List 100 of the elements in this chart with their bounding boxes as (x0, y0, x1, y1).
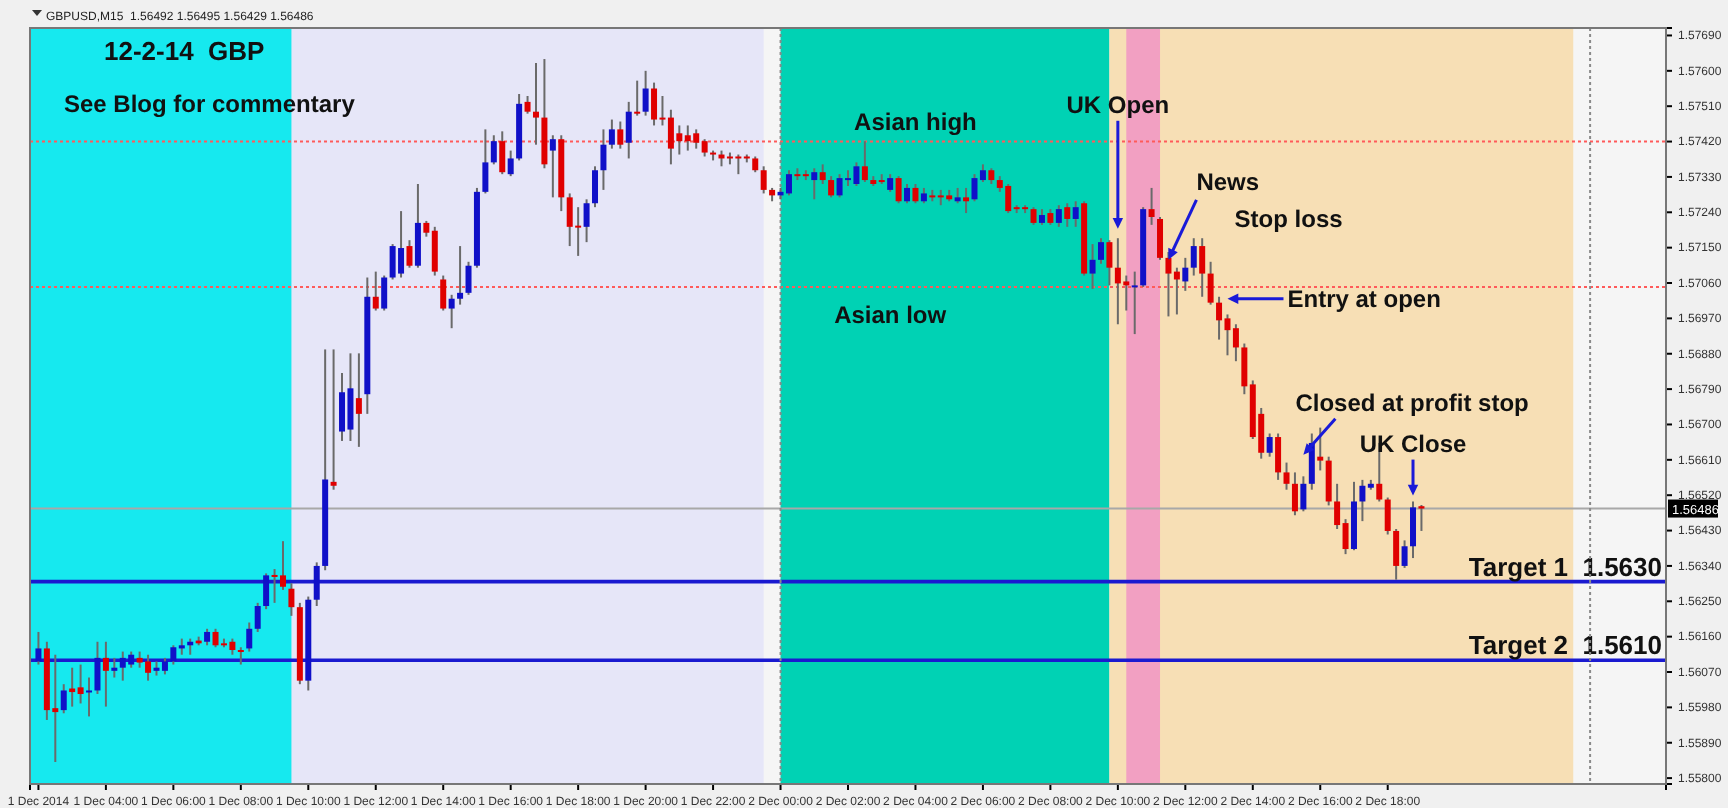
candlestick (1216, 295, 1223, 341)
candlestick (237, 646, 244, 666)
candlestick (1182, 256, 1189, 292)
candlestick (1275, 432, 1282, 481)
candlestick (490, 134, 497, 166)
candlestick (1157, 216, 1164, 261)
annotation: Asian low (834, 300, 948, 329)
candlestick (819, 163, 826, 185)
candlestick (355, 352, 362, 448)
candlestick (693, 128, 700, 150)
candlestick (1106, 239, 1113, 287)
candlestick (1384, 496, 1391, 536)
candlestick (1005, 182, 1012, 215)
candlestick (212, 627, 219, 649)
candlestick (676, 124, 683, 156)
candlestick (389, 243, 396, 281)
candlestick (667, 108, 674, 166)
candlestick (532, 61, 539, 146)
candlestick (583, 198, 590, 244)
candlestick (1350, 480, 1357, 552)
candlestick (246, 621, 253, 653)
candlestick (1131, 270, 1138, 336)
candlestick (642, 69, 649, 117)
ref-line-label: Target 1 1.5630 (1468, 551, 1662, 582)
candlestick (499, 130, 506, 176)
candlestick (372, 270, 379, 312)
candlestick (836, 173, 843, 199)
candlestick (828, 175, 835, 199)
candlestick (507, 149, 514, 178)
candlestick (1317, 426, 1324, 472)
candlestick (541, 58, 548, 170)
candlestick (600, 128, 607, 191)
candlestick (279, 540, 286, 591)
candlestick (1055, 204, 1062, 228)
candlestick (86, 676, 93, 718)
annotation: News (1196, 167, 1260, 196)
candlestick (1283, 461, 1290, 491)
candlestick (1410, 500, 1417, 560)
candlestick (785, 169, 792, 197)
candlestick (1401, 539, 1408, 569)
candlestick (735, 153, 742, 176)
candlestick (288, 582, 295, 617)
candlestick (339, 371, 346, 442)
candlestick (1207, 260, 1214, 306)
candlestick (102, 640, 109, 708)
candlestick (457, 245, 464, 306)
candlestick (904, 182, 911, 205)
candlestick (1325, 455, 1332, 507)
annotation: UK Close (1359, 429, 1468, 458)
candlestick (482, 128, 489, 195)
candlestick (811, 167, 818, 201)
candlestick (1114, 237, 1121, 326)
candlestick (271, 568, 278, 604)
annotation: Stop loss (1234, 204, 1344, 233)
candlestick (845, 169, 851, 187)
candlestick (963, 186, 970, 215)
candlestick (398, 210, 405, 279)
candlestick (145, 653, 152, 682)
candlestick (60, 683, 67, 715)
candlestick (895, 175, 902, 205)
candlestick (617, 120, 624, 150)
candlestick (1418, 504, 1425, 532)
candlestick (566, 192, 573, 248)
candlestick (77, 663, 84, 705)
candlestick (330, 348, 337, 491)
candlestick (1199, 237, 1206, 298)
candlestick (1300, 475, 1307, 513)
candlestick (625, 100, 632, 160)
candlestick (1064, 202, 1071, 228)
candlestick (1266, 432, 1273, 458)
candlestick (651, 81, 658, 127)
candlestick (861, 140, 868, 184)
candlestick (465, 260, 472, 296)
candlestick (254, 601, 261, 633)
annotation: Entry at open (1287, 284, 1441, 313)
candlestick (440, 274, 447, 312)
candlestick (971, 173, 978, 203)
candlestick (684, 124, 691, 152)
candlestick (431, 225, 438, 277)
candlestick (1291, 471, 1298, 517)
candlestick (634, 79, 641, 117)
candlestick (1190, 237, 1197, 277)
candlestick (1232, 323, 1239, 363)
candlestick (1123, 274, 1130, 312)
candlestick (406, 239, 413, 269)
candlestick (414, 182, 421, 269)
candlestick (608, 118, 615, 150)
candlestick (1393, 527, 1400, 581)
candlestick (912, 182, 919, 205)
candlestick (760, 165, 767, 195)
candlestick (549, 134, 556, 199)
candlestick (1165, 250, 1172, 318)
annotation: Closed at profit stop (1295, 388, 1529, 417)
candlestick (1072, 200, 1079, 228)
candlestick (52, 653, 59, 763)
ref-line-label: Target 2 1.5610 (1468, 630, 1662, 661)
chart-title: 12-2-14 GBP (104, 36, 266, 66)
candlestick (1097, 237, 1104, 265)
candlestick (592, 165, 599, 209)
candlestick (381, 274, 388, 312)
